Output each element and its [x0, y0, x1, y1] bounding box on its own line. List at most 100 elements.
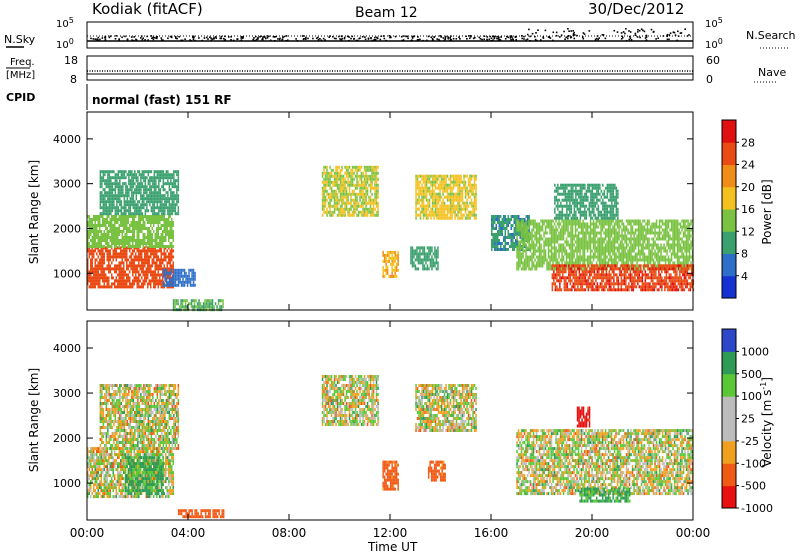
heat-cell: [347, 198, 349, 202]
heat-cell: [619, 258, 622, 262]
heat-cell: [108, 203, 111, 207]
heat-cell: [436, 201, 438, 205]
heat-cell: [664, 219, 667, 223]
heat-cell: [682, 264, 685, 268]
heat-cell: [430, 183, 432, 187]
heat-cell: [135, 224, 137, 227]
heat-cell: [138, 273, 140, 277]
heat-cell: [114, 194, 117, 198]
heat-cell: [630, 243, 632, 247]
heat-cell: [426, 255, 429, 259]
heat-cell: [342, 198, 345, 202]
heat-cell: [126, 258, 128, 262]
heat-cell: [451, 204, 453, 208]
heat-cell: [169, 230, 171, 233]
heat-cell: [607, 261, 610, 265]
heat-cell: [419, 210, 422, 214]
heat-cell: [116, 212, 118, 216]
heat-cell: [534, 234, 536, 238]
heat-cell: [547, 246, 550, 250]
heat-cell: [507, 233, 509, 236]
heat-cell: [458, 192, 461, 196]
heat-cell: [88, 285, 90, 289]
heat-cell: [522, 228, 524, 232]
heat-cell: [431, 192, 434, 196]
heat-cell: [415, 174, 417, 178]
heat-cell: [498, 248, 500, 251]
heat-cell: [598, 252, 601, 256]
heat-cell: [517, 264, 520, 268]
heat-cell: [627, 237, 629, 241]
heat-cell: [553, 252, 556, 256]
heat-cell: [120, 173, 123, 177]
heat-cell: [149, 179, 151, 183]
heat-cell: [606, 222, 608, 226]
heat-cell: [174, 170, 177, 174]
heat-cell: [159, 276, 161, 280]
heat-cell: [93, 215, 95, 218]
heat-cell: [621, 222, 623, 226]
heat-cell: [425, 198, 428, 202]
heat-cell: [525, 252, 527, 256]
heat-cell: [121, 276, 123, 280]
heat-cell: [100, 276, 102, 280]
heat-cell: [114, 173, 117, 177]
heat-cell: [360, 213, 363, 217]
heat-cell: [118, 224, 120, 227]
heat-cell: [118, 267, 120, 271]
heat-cell: [162, 224, 164, 227]
heat-cell: [661, 237, 664, 241]
heat-cell: [586, 222, 589, 226]
heat-cell: [172, 230, 174, 233]
heat-cell: [673, 252, 676, 256]
heat-cell: [549, 222, 551, 226]
heat-cell: [99, 236, 101, 239]
heat-cell: [579, 222, 581, 226]
heat-cell: [550, 243, 553, 247]
heat-cell: [436, 195, 438, 199]
heat-cell: [153, 258, 155, 262]
heat-cell: [167, 179, 169, 183]
heat-cell: [589, 243, 592, 247]
heat-cell: [657, 237, 659, 241]
heat-cell: [156, 191, 159, 195]
heat-cell: [666, 249, 668, 253]
heat-cell: [152, 203, 154, 207]
heat-cell: [523, 258, 526, 262]
heat-cell: [597, 231, 599, 235]
heat-cell: [120, 221, 122, 224]
heat-cell: [525, 215, 527, 218]
heat-cell: [642, 246, 644, 250]
heat-cell: [91, 242, 93, 245]
heat-cell: [159, 282, 161, 286]
heat-cell: [204, 302, 206, 306]
heat-cell: [529, 234, 532, 238]
heat-cell: [329, 177, 331, 181]
heat-cell: [432, 261, 435, 265]
heat-cell: [428, 186, 431, 190]
heat-cell: [576, 219, 578, 223]
heat-cell: [558, 255, 560, 259]
heat-cell: [513, 248, 515, 251]
heat-cell: [684, 246, 686, 250]
heat-cell: [606, 264, 608, 268]
heat-cell: [148, 255, 150, 259]
heat-cell: [421, 174, 423, 178]
heat-cell: [97, 221, 99, 224]
heat-cell: [529, 246, 532, 250]
heat-cell: [126, 224, 128, 227]
heat-cell: [150, 236, 152, 239]
heat-cell: [111, 215, 113, 218]
heat-cell: [123, 270, 125, 274]
heat-cell: [418, 183, 420, 187]
heat-cell: [652, 240, 655, 244]
heat-cell: [461, 195, 464, 199]
heat-cell: [413, 255, 415, 259]
heat-cell: [667, 237, 670, 241]
heat-cell: [690, 222, 692, 226]
heat-cell: [137, 191, 139, 195]
heat-cell: [120, 206, 123, 210]
heat-cell: [631, 258, 634, 262]
heat-cell: [627, 258, 629, 262]
heat-cell: [150, 264, 152, 268]
